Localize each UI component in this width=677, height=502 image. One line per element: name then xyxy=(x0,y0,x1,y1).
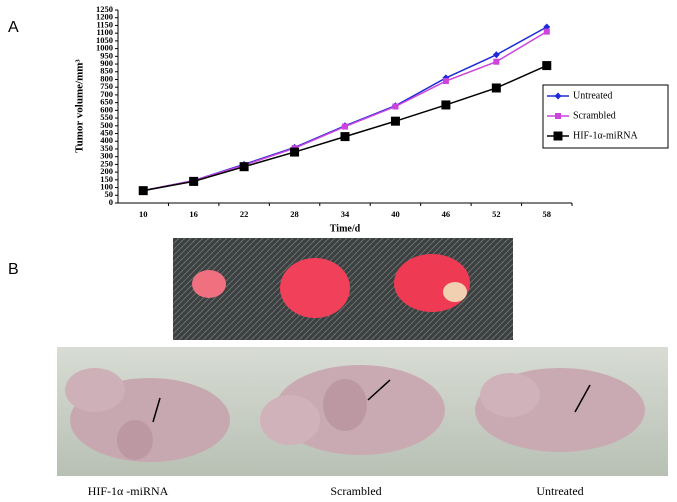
y-tick-label: 400 xyxy=(100,135,113,145)
point xyxy=(239,162,249,172)
point xyxy=(189,176,199,186)
y-tick-label: 200 xyxy=(100,166,113,176)
y-tick-label: 850 xyxy=(100,66,113,76)
y-tick-label: 1200 xyxy=(96,12,113,22)
y-tick-label: 1150 xyxy=(96,19,113,29)
legend-marker xyxy=(554,92,562,100)
y-tick-label: 500 xyxy=(100,120,113,130)
point xyxy=(392,103,399,110)
y-tick-label: 350 xyxy=(100,143,113,153)
point xyxy=(390,116,400,126)
point xyxy=(492,51,500,59)
legend-marker xyxy=(553,131,563,141)
y-tick-label: 800 xyxy=(100,73,113,83)
x-axis-label: Time/d xyxy=(330,223,361,234)
mouse-photos xyxy=(57,347,668,476)
x-tick-label: 46 xyxy=(442,209,451,219)
y-tick-label: 450 xyxy=(100,127,113,137)
x-tick-label: 40 xyxy=(391,209,400,219)
x-tick-label: 22 xyxy=(240,209,249,219)
point xyxy=(441,100,451,110)
x-tick-label: 16 xyxy=(189,209,198,219)
y-tick-label: 250 xyxy=(100,158,113,168)
series-line xyxy=(143,30,548,192)
panel-label: B xyxy=(8,261,19,278)
y-tick-label: 300 xyxy=(100,151,113,161)
x-tick-label: 28 xyxy=(290,209,299,219)
tumor-photo xyxy=(173,238,513,340)
y-tick-label: 1000 xyxy=(96,43,113,53)
panel-label: A xyxy=(8,19,19,36)
legend-label: Untreated xyxy=(573,90,612,101)
x-tick-label: 58 xyxy=(543,209,552,219)
y-tick-label: 150 xyxy=(100,174,113,184)
x-tick-label: 52 xyxy=(492,209,501,219)
y-tick-label: 50 xyxy=(105,189,114,199)
y-tick-label: 950 xyxy=(100,50,113,60)
y-tick-label: 0 xyxy=(109,197,113,207)
point xyxy=(138,186,148,196)
legend-label: HIF-1α-miRNA xyxy=(573,130,638,141)
y-tick-label: 100 xyxy=(100,182,113,192)
y-tick-label: 700 xyxy=(100,89,113,99)
legend-marker xyxy=(555,113,561,119)
photo-caption: HIF-1α -miRNA xyxy=(88,484,169,498)
series-line xyxy=(143,26,548,192)
y-tick-label: 750 xyxy=(100,81,113,91)
point xyxy=(491,83,501,93)
point xyxy=(290,147,300,157)
legend-label: Scrambled xyxy=(573,110,616,121)
x-tick-label: 34 xyxy=(341,209,350,219)
y-tick-label: 1050 xyxy=(96,35,113,45)
y-axis-label: Tumor volume/mm³ xyxy=(74,59,86,153)
y-tick-label: 600 xyxy=(100,104,113,114)
point xyxy=(340,132,350,142)
x-tick-label: 10 xyxy=(139,209,148,219)
point xyxy=(342,123,348,130)
y-tick-label: 550 xyxy=(100,112,113,122)
point xyxy=(542,61,552,71)
y-tick-label: 1250 xyxy=(96,4,113,14)
photo-caption: Untreated xyxy=(536,484,583,498)
y-tick-label: 900 xyxy=(100,58,113,68)
y-tick-label: 1100 xyxy=(96,27,113,37)
point xyxy=(442,78,449,85)
point xyxy=(543,28,550,35)
photo-caption: Scrambled xyxy=(330,484,381,498)
y-tick-label: 650 xyxy=(100,97,113,107)
point xyxy=(493,58,500,65)
